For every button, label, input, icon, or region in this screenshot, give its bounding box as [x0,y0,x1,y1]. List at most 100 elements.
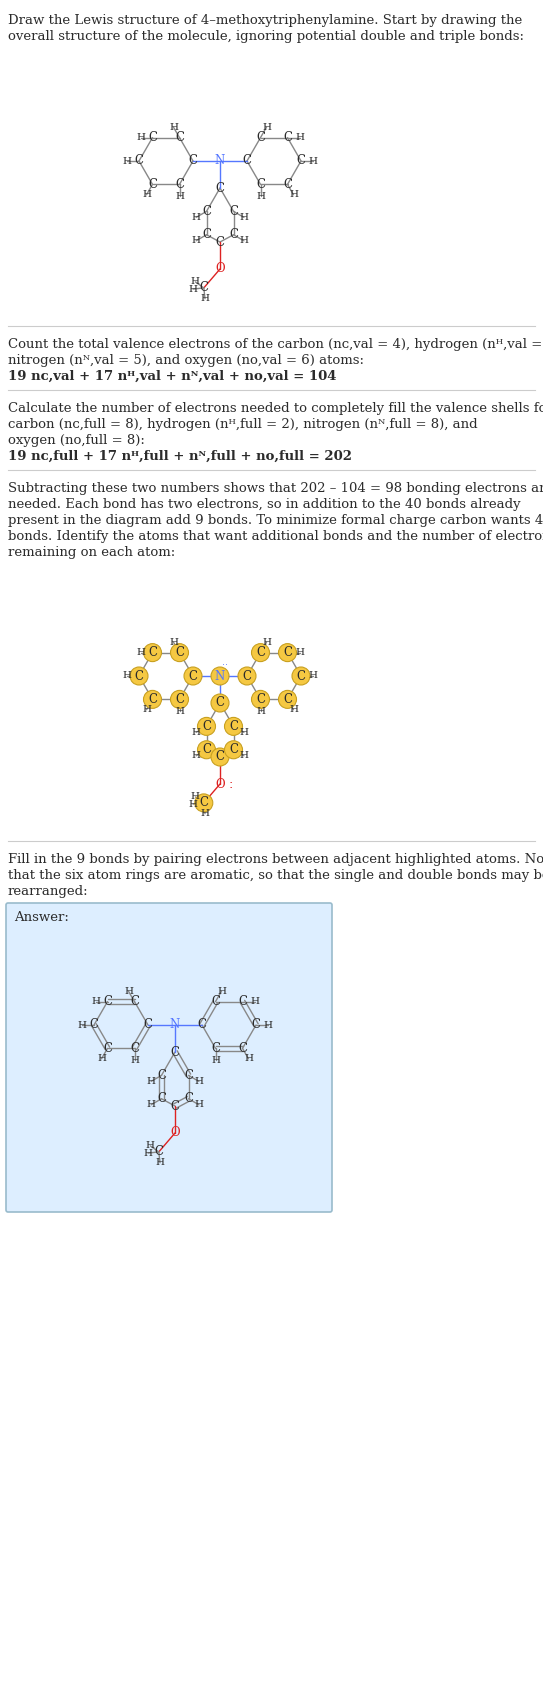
Circle shape [184,667,202,685]
Text: H: H [256,192,265,200]
Circle shape [224,717,243,736]
Circle shape [251,643,269,662]
Text: Draw the Lewis structure of 4–methoxytriphenylamine. Start by drawing the: Draw the Lewis structure of 4–methoxytri… [8,13,522,27]
Text: C: C [251,1019,261,1032]
Text: remaining on each atom:: remaining on each atom: [8,546,175,559]
Text: O: O [170,1127,180,1140]
Text: C: C [157,1069,166,1081]
Text: C: C [135,155,143,167]
Text: C: C [148,179,157,190]
Text: C: C [202,205,211,217]
Text: H: H [146,1142,155,1150]
Circle shape [279,690,296,709]
Text: C: C [148,131,157,145]
Circle shape [292,667,310,685]
Text: O: O [215,263,225,276]
Text: H: H [295,133,304,141]
Text: C: C [199,797,209,810]
Text: H: H [91,997,100,1005]
Text: C: C [103,1042,112,1054]
Text: that the six atom rings are aromatic, so that the single and double bonds may be: that the six atom rings are aromatic, so… [8,869,543,882]
Text: ··: ·· [222,662,228,670]
Text: C: C [188,670,198,682]
Text: N: N [170,1019,180,1032]
Text: H: H [188,285,198,293]
Text: C: C [171,1100,180,1113]
Text: C: C [216,697,224,709]
Text: C: C [175,131,184,145]
Text: C: C [184,1069,193,1081]
Text: C: C [202,743,211,756]
Text: C: C [202,719,211,733]
Text: C: C [229,229,238,241]
Text: H: H [194,1076,204,1086]
Text: C: C [171,1046,180,1059]
Text: Subtracting these two numbers shows that 202 – 104 = 98 bonding electrons are: Subtracting these two numbers shows that… [8,482,543,495]
Text: H: H [262,638,271,647]
Text: H: H [147,1076,156,1086]
Text: H: H [211,1056,220,1064]
Circle shape [130,667,148,685]
Text: H: H [147,1100,156,1110]
Text: O: O [215,778,225,790]
Text: C: C [256,692,265,706]
Circle shape [238,667,256,685]
Text: H: H [192,751,200,759]
Text: Count the total valence electrons of the carbon (nᴄ,val = 4), hydrogen (nᴴ,val =: Count the total valence electrons of the… [8,338,543,350]
Text: H: H [130,1056,139,1064]
FancyBboxPatch shape [6,903,332,1212]
Text: H: H [239,212,248,222]
Text: H: H [175,192,184,200]
Text: C: C [130,1042,139,1054]
Circle shape [211,667,229,685]
Text: H: H [289,706,298,714]
Text: H: H [97,1054,106,1063]
Text: H: H [263,1021,273,1029]
Text: C: C [243,155,251,167]
Text: Calculate the number of electrons needed to completely fill the valence shells f: Calculate the number of electrons needed… [8,402,543,414]
Text: bonds. Identify the atoms that want additional bonds and the number of electrons: bonds. Identify the atoms that want addi… [8,530,543,542]
Text: H: H [200,810,210,818]
Text: C: C [216,182,224,194]
Text: H: H [256,707,265,716]
Text: C: C [211,1042,220,1054]
Text: H: H [308,157,318,165]
Text: H: H [175,707,184,716]
Text: C: C [135,670,143,682]
Text: C: C [283,692,292,706]
Text: C: C [148,647,157,658]
Text: C: C [216,751,224,763]
Text: C: C [157,1093,166,1105]
Text: H: H [289,190,298,199]
Text: C: C [238,1042,247,1054]
Text: H: H [194,1100,204,1110]
Text: H: H [155,1159,165,1167]
Circle shape [171,643,188,662]
Text: C: C [103,995,112,1009]
Text: present in the diagram add 9 bonds. To minimize formal charge carbon wants 4: present in the diagram add 9 bonds. To m… [8,514,543,527]
Text: H: H [188,800,198,808]
Circle shape [211,748,229,766]
Text: C: C [296,155,306,167]
Text: C: C [175,647,184,658]
Text: C: C [90,1019,98,1032]
Text: H: H [295,648,304,657]
Text: C: C [154,1145,163,1159]
Circle shape [251,690,269,709]
Text: overall structure of the molecule, ignoring potential double and triple bonds:: overall structure of the molecule, ignor… [8,30,524,44]
Text: C: C [229,743,238,756]
Text: N: N [215,670,225,682]
Text: H: H [192,236,200,246]
Text: H: H [136,648,145,657]
Text: :: : [229,778,233,790]
Text: C: C [148,692,157,706]
Circle shape [143,690,161,709]
Text: C: C [211,995,220,1009]
Text: H: H [262,123,271,131]
Text: H: H [200,295,210,303]
Text: C: C [175,692,184,706]
Circle shape [198,741,216,759]
Text: C: C [184,1093,193,1105]
Text: C: C [216,236,224,249]
Text: Answer:: Answer: [14,911,69,925]
